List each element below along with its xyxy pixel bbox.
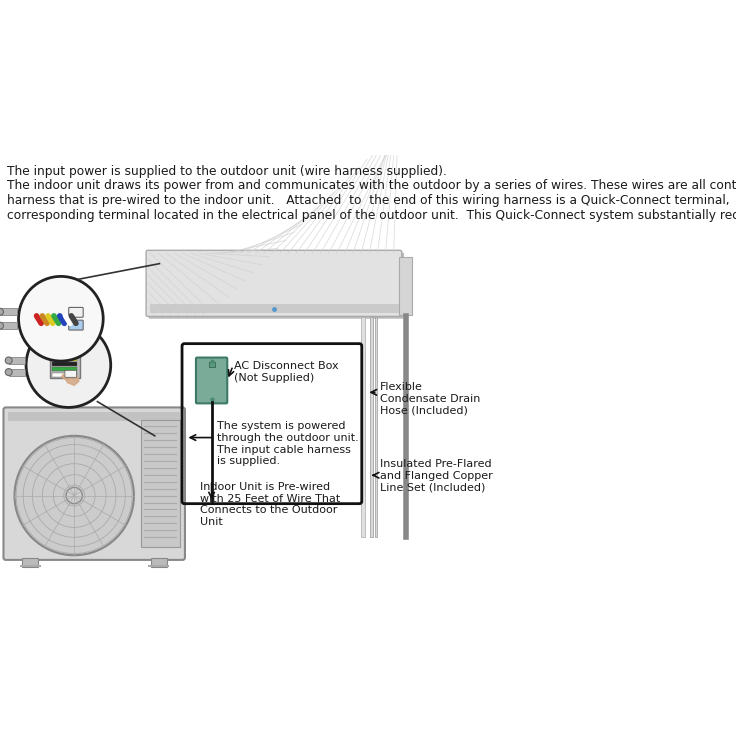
Text: Flexible
Condensate Drain
Hose (Included): Flexible Condensate Drain Hose (Included… — [380, 382, 480, 415]
Circle shape — [26, 323, 110, 408]
Bar — [9, 369, 25, 375]
FancyBboxPatch shape — [68, 308, 83, 317]
Polygon shape — [61, 374, 79, 386]
Circle shape — [5, 369, 13, 375]
Bar — [22, 558, 38, 567]
Bar — [141, 420, 180, 547]
FancyBboxPatch shape — [149, 252, 404, 319]
Bar — [8, 412, 180, 421]
Circle shape — [15, 436, 134, 555]
Circle shape — [5, 357, 13, 364]
Bar — [399, 257, 411, 315]
Bar — [52, 352, 77, 355]
Bar — [9, 357, 25, 364]
Bar — [209, 362, 214, 367]
FancyBboxPatch shape — [196, 358, 227, 403]
Text: Indoor Unit is Pre-wired
with 25 Feet of Wire That
Connects to the Outdoor
Unit: Indoor Unit is Pre-wired with 25 Feet of… — [200, 482, 340, 527]
Bar — [52, 362, 77, 367]
Text: The input power is supplied to the outdoor unit (wire harness supplied).: The input power is supplied to the outdo… — [7, 165, 447, 178]
Text: Insulated Pre-Flared
and Flanged Copper
Line Set (Included): Insulated Pre-Flared and Flanged Copper … — [380, 459, 492, 492]
Bar — [0, 308, 18, 315]
Bar — [361, 317, 365, 537]
Text: The system is powered
through the outdoor unit.
The input cable harness
is suppl: The system is powered through the outdoo… — [217, 421, 359, 466]
Bar — [0, 322, 18, 329]
Bar — [149, 565, 169, 567]
Circle shape — [0, 308, 4, 315]
Bar — [50, 343, 80, 378]
Circle shape — [66, 487, 82, 503]
Bar — [52, 367, 77, 372]
Bar — [149, 304, 400, 313]
Bar — [151, 558, 167, 567]
FancyBboxPatch shape — [146, 250, 402, 316]
Bar — [370, 317, 372, 537]
FancyBboxPatch shape — [65, 370, 77, 378]
Circle shape — [0, 322, 4, 329]
FancyBboxPatch shape — [68, 320, 83, 330]
FancyBboxPatch shape — [4, 408, 185, 560]
Text: AC Disconnect Box
(Not Supplied): AC Disconnect Box (Not Supplied) — [234, 361, 339, 383]
Circle shape — [18, 277, 103, 361]
Text: The indoor unit draws its power from and communicates with the outdoor by a seri: The indoor unit draws its power from and… — [7, 179, 736, 222]
Bar — [375, 317, 378, 537]
Bar — [52, 347, 77, 350]
Bar — [52, 372, 77, 377]
Bar — [20, 565, 40, 567]
Bar — [52, 357, 77, 361]
